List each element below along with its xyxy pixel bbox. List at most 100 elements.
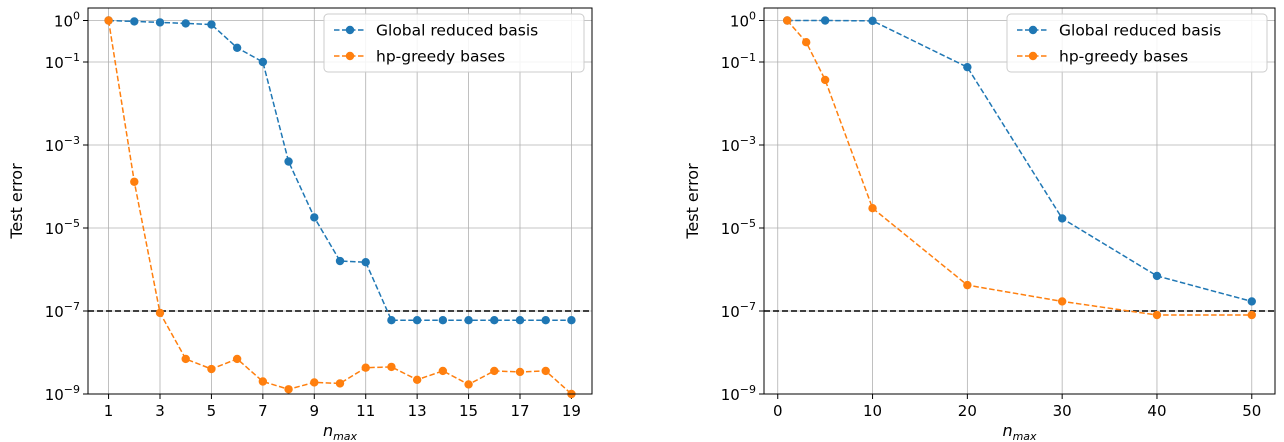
data-point (130, 177, 139, 186)
data-point (412, 316, 422, 325)
x-tick-label: 17 (510, 402, 529, 420)
legend-swatch-marker (1028, 51, 1038, 61)
y-axis-label: Test error (683, 163, 702, 240)
y-tick-base: 10 (721, 54, 740, 72)
series-hp-greedy-bases (783, 16, 1256, 320)
data-point (104, 16, 113, 25)
y-tick-exponent: −9 (740, 383, 756, 396)
data-point (541, 316, 550, 325)
x-tick-label: 5 (207, 402, 217, 420)
x-tick-label: 13 (408, 402, 427, 420)
y-tick-label: 10−9 (45, 383, 80, 404)
y-tick-base: 10 (721, 137, 740, 155)
y-tick-label: 10−7 (721, 300, 756, 321)
legend-label: hp-greedy bases (376, 48, 505, 66)
y-tick-base: 10 (45, 386, 64, 404)
data-point (1152, 310, 1162, 320)
y-tick-base: 10 (54, 12, 73, 30)
x-tick-label: 11 (356, 402, 375, 420)
data-point (783, 16, 792, 25)
data-point (1152, 271, 1162, 281)
y-tick-exponent: −7 (64, 300, 80, 313)
data-point (1057, 297, 1067, 306)
y-tick-base: 10 (721, 303, 740, 321)
data-point (1247, 297, 1256, 306)
y-tick-label: 100 (730, 9, 756, 30)
data-point (310, 378, 319, 387)
data-point (387, 316, 396, 325)
series-global-reduced-basis (104, 16, 576, 325)
y-tick-label: 10−1 (45, 51, 80, 72)
y-tick-label: 10−5 (721, 217, 756, 238)
x-tick-label: 1 (104, 402, 114, 420)
data-point (284, 157, 293, 166)
data-point (361, 257, 370, 267)
y-tick-exponent: 0 (749, 9, 756, 22)
y-tick-base: 10 (45, 137, 64, 155)
data-point (963, 62, 972, 72)
y-tick-base: 10 (721, 220, 740, 238)
x-axis-label-subscript: max (1013, 430, 1037, 442)
legend-box (1006, 13, 1268, 73)
x-tick-label: 50 (1242, 402, 1261, 420)
y-tick-base: 10 (730, 12, 749, 30)
legend: Global reduced basis hp-greedy bases (323, 13, 585, 73)
data-point (963, 280, 972, 290)
y-tick-label: 10−3 (45, 134, 80, 155)
legend-swatch-marker (1028, 25, 1038, 35)
legend-box (323, 13, 585, 73)
legend: Global reduced basis hp-greedy bases (1006, 13, 1268, 73)
y-tick-base: 10 (45, 220, 64, 238)
y-tick-exponent: −3 (740, 134, 756, 147)
y-tick-label: 10−5 (45, 217, 80, 238)
data-point (868, 16, 877, 26)
data-point (310, 213, 319, 222)
data-point (1247, 310, 1256, 320)
x-axis-label: nmax (323, 421, 358, 442)
data-point (464, 380, 473, 389)
legend-label: hp-greedy bases (1059, 48, 1188, 66)
data-point (820, 16, 830, 25)
legend-label: Global reduced basis (376, 22, 538, 40)
data-point (438, 316, 448, 325)
y-tick-exponent: −9 (64, 383, 80, 396)
data-point (181, 19, 190, 28)
legend-swatch-marker (345, 51, 355, 61)
y-tick-label: 10−9 (721, 383, 756, 404)
legend-label: Global reduced basis (1059, 22, 1221, 40)
data-point (438, 366, 448, 376)
x-tick-label: 30 (1053, 402, 1072, 420)
data-point (232, 354, 242, 364)
data-point (335, 256, 345, 266)
x-axis: 0 10 20 30 40 50 (773, 394, 1261, 420)
x-tick-label: 3 (155, 402, 165, 420)
x-tick-label: 40 (1147, 402, 1166, 420)
y-axis-label: Test error (7, 163, 26, 240)
y-tick-label: 10−1 (721, 51, 756, 72)
data-point (868, 203, 877, 213)
data-point (541, 366, 550, 376)
x-axis: 1 3 5 7 9 11 13 15 17 19 (104, 394, 581, 420)
data-point (207, 364, 216, 374)
series-line (786, 19, 1252, 316)
data-point (412, 375, 422, 384)
x-tick-label: 20 (958, 402, 977, 420)
y-tick-exponent: −1 (64, 51, 80, 64)
y-tick-exponent: −1 (740, 51, 756, 64)
data-point (464, 316, 473, 325)
data-point (232, 43, 242, 52)
x-axis-label-base: n (323, 421, 333, 440)
data-point (155, 18, 165, 27)
y-tick-base: 10 (45, 303, 64, 321)
y-tick-base: 10 (721, 386, 740, 404)
y-tick-label: 10−3 (721, 134, 756, 155)
x-tick-label: 0 (773, 402, 783, 420)
series-global-reduced-basis (783, 16, 1256, 306)
plot-frame (87, 7, 593, 395)
x-axis-label-subscript: max (333, 430, 357, 442)
y-tick-label: 100 (54, 9, 80, 30)
data-point (567, 316, 576, 325)
